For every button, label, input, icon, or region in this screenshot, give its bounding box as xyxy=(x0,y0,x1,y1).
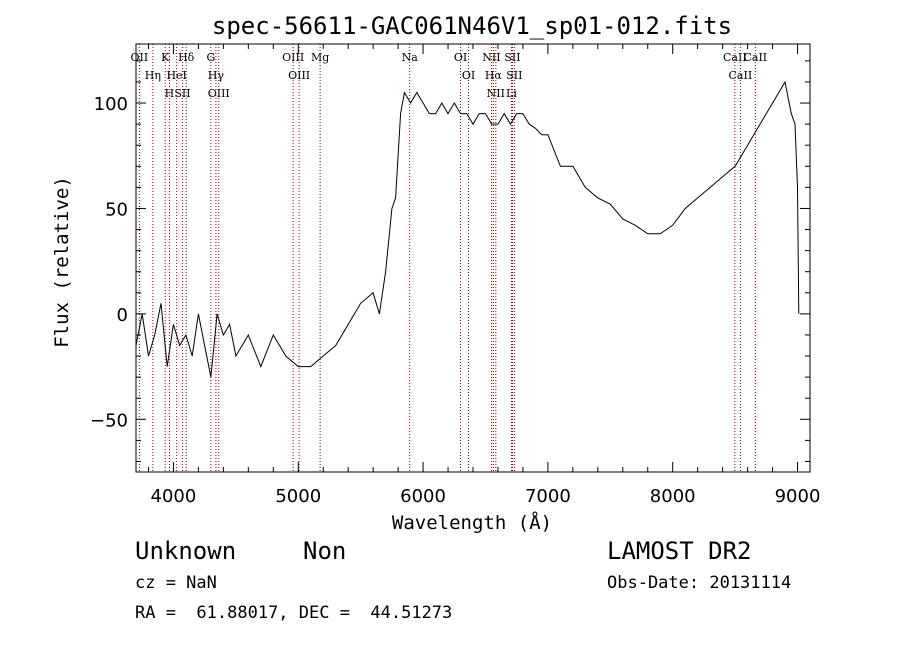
object-subclass: Non xyxy=(303,537,347,565)
x-axis-ticks: 4000 5000 6000 7000 8000 9000 xyxy=(147,44,821,507)
spectrum-series-line xyxy=(135,80,800,378)
x-tick-label: 8000 xyxy=(650,486,696,507)
line-marker-label: CaII xyxy=(743,51,767,64)
line-marker-label: Hγ xyxy=(208,69,225,82)
y-tick-label: 0 xyxy=(117,305,128,326)
line-marker-label: G xyxy=(206,51,215,64)
line-marker-label: Hα xyxy=(485,69,503,82)
line-marker-label: H xyxy=(165,87,175,100)
x-tick-label: 6000 xyxy=(400,486,446,507)
line-marker-label: Hδ xyxy=(178,51,195,64)
x-tick-label: 7000 xyxy=(525,486,571,507)
y-axis-ticks: −50 0 50 100 xyxy=(90,60,810,462)
x-axis-label: Wavelength (Å) xyxy=(392,511,552,534)
line-marker-label: CaII xyxy=(723,51,747,64)
y-tick-label: −50 xyxy=(90,410,128,431)
line-marker-label: OIII xyxy=(288,69,310,82)
x-tick-label: 4000 xyxy=(151,486,197,507)
line-marker-label: OI xyxy=(454,51,467,64)
line-marker-label: OI xyxy=(462,69,475,82)
y-axis-label: Flux (relative) xyxy=(51,176,73,348)
line-marker-label: Hη xyxy=(145,69,161,82)
observation-date: Obs-Date: 20131114 xyxy=(607,573,792,593)
line-marker-label: SII xyxy=(506,69,522,82)
line-marker-label: OIII xyxy=(208,87,230,100)
redshift-cz: cz = NaN xyxy=(135,573,217,593)
line-marker-label: Na xyxy=(402,51,419,64)
plot-frame xyxy=(135,43,811,473)
y-tick-label: 100 xyxy=(94,94,128,115)
line-marker-label: HeI xyxy=(166,69,186,82)
line-marker-label: OII xyxy=(131,51,149,64)
x-tick-label: 9000 xyxy=(775,486,821,507)
line-marker-label: NII xyxy=(487,87,505,100)
x-tick-label: 5000 xyxy=(275,486,321,507)
line-marker-label: Mg xyxy=(311,51,329,64)
line-marker-label: K xyxy=(161,51,170,64)
survey-name: LAMOST DR2 xyxy=(607,537,752,565)
line-marker-label: CaII xyxy=(729,69,753,82)
line-marker-label: OIII xyxy=(282,51,304,64)
line-marker-label: SII xyxy=(174,87,190,100)
object-class: Unknown xyxy=(135,537,237,565)
line-marker-label: SII xyxy=(504,51,520,64)
line-marker-label: Li xyxy=(506,87,517,100)
line-marker-label: NII xyxy=(482,51,500,64)
chart-title: spec-56611-GAC061N46V1_sp01-012.fits xyxy=(212,12,732,40)
y-tick-label: 50 xyxy=(105,199,128,220)
coordinates: RA = 61.88017, DEC = 44.51273 xyxy=(135,603,453,623)
